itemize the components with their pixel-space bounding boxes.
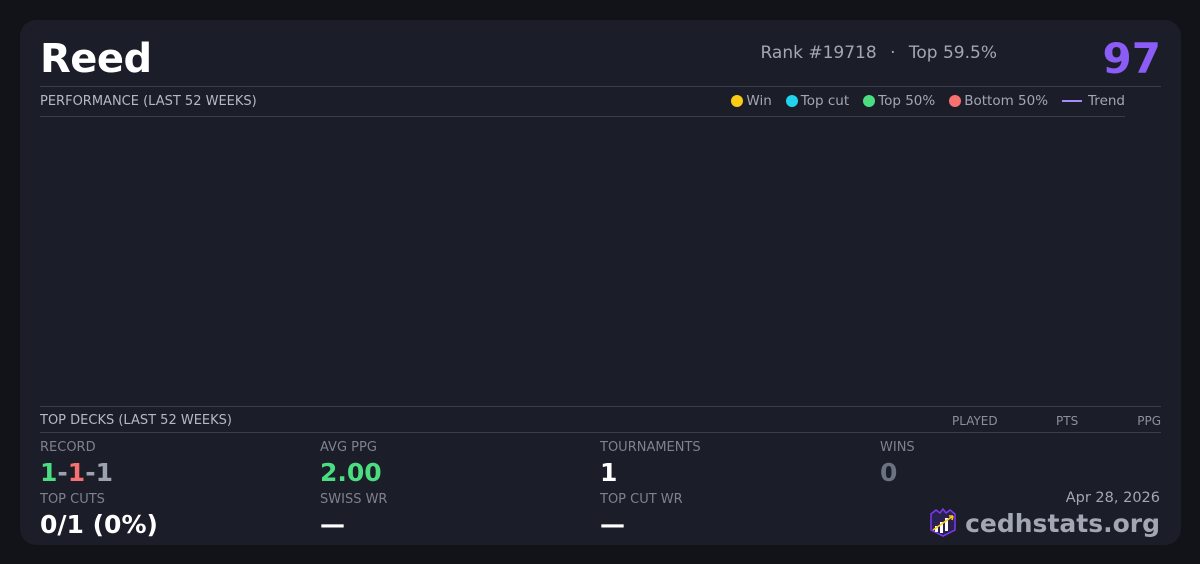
col-played: PLAYED bbox=[952, 414, 998, 428]
record-sep: - bbox=[85, 458, 96, 487]
divider bbox=[40, 432, 1161, 433]
record-wins: 1 bbox=[40, 458, 58, 487]
legend-bottom-50: Bottom 50% bbox=[949, 93, 1048, 109]
top-cuts-value: 0/1 (0%) bbox=[40, 510, 158, 539]
legend-label: Bottom 50% bbox=[964, 93, 1049, 109]
rank-info: Rank #19718 · Top 59.5% bbox=[760, 43, 997, 63]
legend-top-cut: Top cut bbox=[785, 93, 850, 109]
legend-label: Win bbox=[746, 93, 772, 109]
top-percent: Top 59.5% bbox=[908, 43, 997, 63]
avg-ppg-label: AVG PPG bbox=[320, 440, 377, 455]
swiss-wr-value: — bbox=[320, 510, 345, 539]
wins-label: WINS bbox=[880, 440, 915, 455]
player-name: Reed bbox=[40, 36, 152, 82]
win-dot-icon bbox=[731, 95, 744, 107]
score: 97 bbox=[1102, 34, 1161, 83]
record-losses: 1 bbox=[67, 458, 86, 487]
trend-line-icon bbox=[1062, 100, 1083, 102]
performance-title: PERFORMANCE (LAST 52 WEEKS) bbox=[40, 94, 257, 109]
tournaments-label: TOURNAMENTS bbox=[600, 440, 701, 455]
divider bbox=[40, 86, 1161, 87]
rank: Rank #19718 bbox=[760, 43, 877, 63]
record-draws: 1 bbox=[95, 458, 113, 487]
top-cut-wr-value: — bbox=[600, 510, 625, 539]
wins-value: 0 bbox=[880, 458, 898, 487]
record-value: 1-1-1 bbox=[40, 458, 113, 487]
record-label: RECORD bbox=[40, 440, 96, 455]
avg-ppg-value: 2.00 bbox=[320, 458, 382, 487]
col-pts: PTS bbox=[1056, 414, 1079, 428]
brand-name: cedhstats.org bbox=[965, 508, 1160, 538]
player-card: Reed Rank #19718 · Top 59.5% 97 PERFORMA… bbox=[20, 20, 1181, 545]
legend-label: Top cut bbox=[800, 93, 850, 109]
top-cut-dot-icon bbox=[785, 95, 798, 107]
date: Apr 28, 2026 bbox=[1065, 490, 1160, 506]
separator: · bbox=[890, 43, 896, 63]
top-decks-title: TOP DECKS (LAST 52 WEEKS) bbox=[40, 413, 232, 428]
chart-legend: Win Top cut Top 50% Bottom 50% Trend bbox=[731, 93, 1125, 109]
divider bbox=[40, 116, 1125, 117]
brand: cedhstats.org bbox=[929, 508, 1160, 538]
top-50-dot-icon bbox=[863, 95, 876, 107]
col-ppg: PPG bbox=[1137, 414, 1161, 428]
legend-top-50: Top 50% bbox=[863, 93, 935, 109]
legend-label: Top 50% bbox=[878, 93, 936, 109]
top-cut-wr-label: TOP CUT WR bbox=[600, 492, 683, 507]
swiss-wr-label: SWISS WR bbox=[320, 492, 388, 507]
tournaments-value: 1 bbox=[600, 458, 618, 487]
legend-trend: Trend bbox=[1062, 93, 1125, 109]
top-cuts-label: TOP CUTS bbox=[40, 492, 105, 507]
legend-win: Win bbox=[731, 93, 772, 109]
divider bbox=[40, 406, 1161, 407]
chart-crown-logo-icon bbox=[930, 508, 956, 537]
legend-label: Trend bbox=[1088, 93, 1125, 109]
bottom-50-dot-icon bbox=[949, 95, 962, 107]
record-sep: - bbox=[57, 458, 68, 487]
performance-chart-area bbox=[40, 117, 1125, 405]
